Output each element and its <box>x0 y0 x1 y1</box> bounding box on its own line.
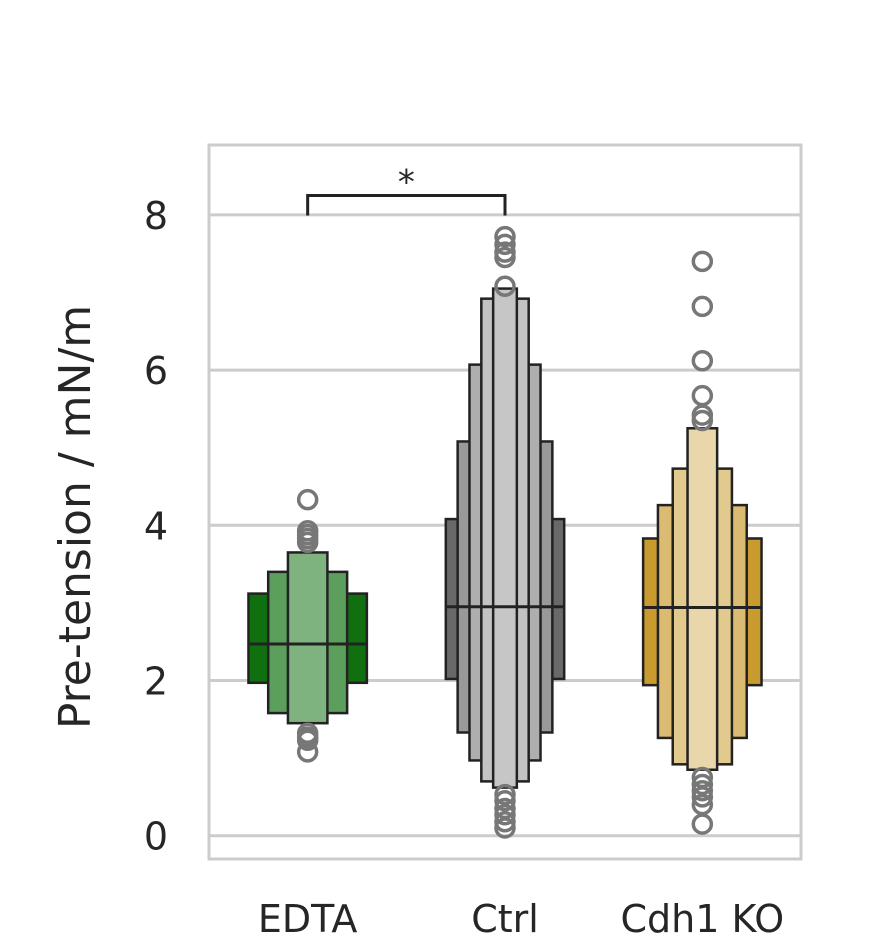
significance-annotation: * <box>306 162 507 216</box>
boxen-box <box>491 287 519 789</box>
y-tick-label: 2 <box>144 660 168 704</box>
outlier-point <box>691 409 714 432</box>
outlier-point <box>691 384 714 407</box>
x-tick-label: EDTA <box>258 897 358 936</box>
outlier-points <box>296 225 714 839</box>
plot-frame <box>207 143 803 861</box>
significance-label: * <box>398 162 415 202</box>
boxen-boxes <box>247 287 763 789</box>
outlier-point <box>494 246 516 269</box>
outlier-point <box>494 275 516 297</box>
outlier-point <box>494 810 516 833</box>
outlier-point <box>691 295 714 318</box>
outlier-point <box>691 779 714 802</box>
outlier-point <box>296 741 319 763</box>
significance-bracket <box>306 193 507 216</box>
y-tick-label: 6 <box>144 349 168 393</box>
outlier-point <box>494 233 516 256</box>
y-tick-labels: 0 2 4 6 8 <box>144 194 168 859</box>
boxen-box <box>286 551 329 725</box>
outlier-point <box>296 531 319 554</box>
outlier-point <box>494 783 516 806</box>
boxen-box <box>686 427 719 771</box>
outlier-point <box>494 817 516 839</box>
outlier-point <box>691 250 714 273</box>
x-tick-label: Cdh1 KO <box>620 897 784 936</box>
x-tick-label: Ctrl <box>471 897 539 936</box>
outlier-point <box>494 225 516 248</box>
outlier-point <box>691 350 714 372</box>
y-tick-label: 8 <box>144 194 168 238</box>
outlier-point <box>691 773 714 796</box>
outlier-point <box>494 804 516 826</box>
y-tick-label: 4 <box>144 504 168 548</box>
x-tick-labels: EDTA Ctrl Cdh1 KO <box>258 897 784 936</box>
outlier-point <box>494 790 516 812</box>
outlier-point <box>296 488 319 511</box>
y-axis-label: Pre-tension / mN/m <box>50 305 101 729</box>
y-tick-label: 0 <box>144 815 168 859</box>
outlier-point <box>691 786 714 808</box>
outlier-point <box>691 813 714 835</box>
outlier-point <box>296 729 319 752</box>
